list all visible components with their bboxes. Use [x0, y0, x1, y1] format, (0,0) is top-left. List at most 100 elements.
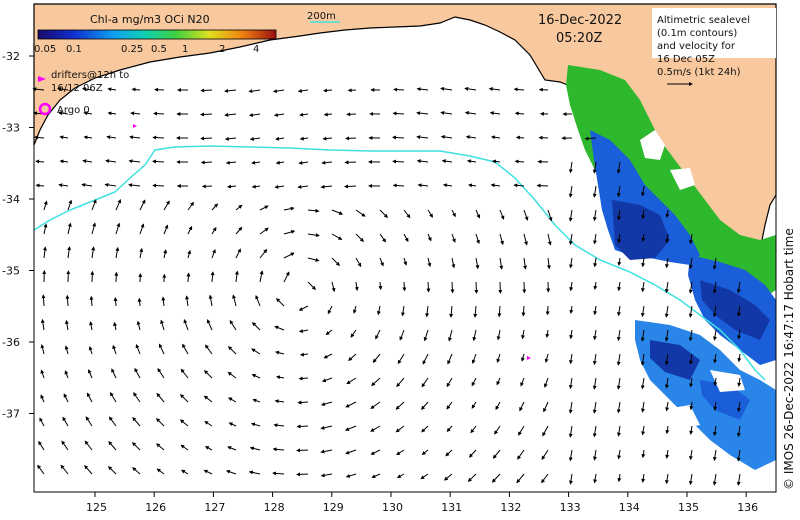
y-tick-label: -33 — [2, 122, 20, 135]
velocity-arrow — [445, 449, 453, 457]
velocity-arrow — [296, 424, 309, 429]
velocity-arrow — [296, 472, 309, 477]
velocity-arrow — [617, 305, 621, 317]
velocity-arrow — [320, 449, 333, 454]
velocity-arrow — [397, 353, 405, 365]
velocity-arrow — [320, 184, 333, 189]
velocity-arrow — [160, 319, 165, 331]
velocity-arrow — [252, 398, 261, 403]
velocity-arrow — [584, 136, 597, 141]
velocity-arrow — [475, 209, 481, 219]
legend-box — [652, 8, 776, 58]
velocity-arrow — [426, 281, 431, 293]
velocity-arrow — [272, 471, 285, 476]
velocity-arrow — [67, 246, 72, 259]
velocity-arrow — [350, 329, 357, 338]
velocity-arrow — [137, 297, 142, 307]
velocity-arrow — [58, 111, 69, 116]
velocity-arrow — [91, 199, 97, 211]
velocity-arrow — [235, 226, 243, 235]
velocity-arrow — [543, 377, 549, 388]
velocity-arrow — [320, 473, 333, 478]
velocity-arrow — [128, 183, 141, 188]
map-frame — [33, 3, 777, 493]
velocity-arrow — [320, 401, 333, 406]
velocity-arrow — [323, 88, 333, 93]
velocity-arrow — [688, 329, 693, 342]
velocity-arrow — [331, 281, 336, 293]
velocity-arrow — [40, 318, 45, 331]
velocity-arrow — [513, 87, 525, 92]
velocity-arrow — [664, 329, 669, 342]
velocity-arrow — [135, 343, 141, 355]
isobath-200m — [33, 145, 766, 381]
velocity-arrow — [396, 473, 405, 478]
y-tick-label: -35 — [2, 265, 20, 278]
velocity-arrow — [395, 425, 405, 433]
velocity-arrow — [396, 377, 405, 388]
velocity-arrow — [200, 136, 213, 141]
velocity-arrow — [225, 469, 237, 475]
velocity-arrow — [494, 425, 501, 435]
colorbar-ticks: 0.05 0.1 0.25 0.5 1 2 4 — [34, 44, 259, 55]
velocity-arrow — [392, 183, 405, 188]
argo-icon — [38, 102, 52, 116]
velocity-arrow — [203, 469, 213, 475]
drifters-label-1: drifters@12h to — [51, 70, 129, 81]
velocity-arrow — [416, 111, 429, 116]
velocity-arrow — [517, 449, 525, 460]
velocity-arrow — [272, 89, 285, 94]
velocity-arrow — [451, 257, 456, 269]
velocity-arrow — [156, 392, 165, 403]
velocity-arrow — [227, 345, 237, 355]
velocity-arrow — [40, 394, 45, 403]
velocity-arrow — [274, 399, 285, 404]
velocity-arrow — [248, 113, 261, 117]
velocity-arrow — [465, 135, 477, 140]
velocity-arrow — [616, 377, 621, 390]
velocity-arrow — [228, 422, 237, 427]
velocity-arrow — [370, 425, 381, 432]
colorbar-tick-label: 1 — [182, 44, 188, 55]
velocity-arrow — [345, 401, 357, 408]
velocity-arrow — [541, 473, 549, 484]
velocity-arrow — [204, 446, 213, 451]
velocity-arrow — [737, 329, 742, 340]
velocity-arrow — [688, 305, 693, 318]
x-tick-label: 128 — [264, 501, 285, 514]
velocity-arrow — [204, 420, 213, 427]
velocity-arrow — [665, 209, 670, 218]
velocity-arrow — [107, 465, 117, 475]
credit-label: © IMOS 26-Dec-2022 16:47:17 Hobart time — [782, 228, 796, 490]
colorbar-tick-label: 2 — [219, 44, 225, 55]
velocity-arrow — [641, 425, 646, 436]
velocity-arrow — [472, 329, 477, 342]
colorbar-tick-label: 0.1 — [66, 44, 82, 55]
velocity-arrow — [392, 159, 405, 164]
velocity-arrow — [211, 248, 216, 259]
velocity-arrow — [689, 377, 694, 388]
velocity-arrow — [496, 329, 501, 341]
velocity-arrow — [344, 184, 357, 189]
velocity-arrow — [251, 184, 261, 189]
velocity-arrow — [473, 305, 478, 318]
velocity-arrow — [421, 377, 429, 388]
velocity-arrow — [322, 136, 333, 141]
velocity-arrow — [129, 135, 141, 140]
drifter-marker — [527, 356, 531, 360]
velocity-arrow — [514, 159, 525, 164]
velocity-arrow — [59, 135, 69, 140]
argo-label: Argo 0 — [57, 105, 90, 116]
velocity-arrow — [235, 248, 241, 259]
velocity-arrow — [327, 305, 333, 315]
velocity-arrow — [225, 160, 237, 165]
velocity-arrow — [211, 226, 217, 235]
legend-line3: and velocity for — [657, 41, 736, 52]
velocity-arrow — [616, 353, 621, 366]
velocity-arrow — [515, 135, 525, 140]
velocity-arrow — [736, 281, 741, 294]
velocity-arrow — [39, 417, 45, 427]
colorbar-tick-label: 0.25 — [121, 44, 143, 55]
velocity-arrow — [251, 160, 261, 165]
velocity-arrow — [106, 135, 117, 140]
